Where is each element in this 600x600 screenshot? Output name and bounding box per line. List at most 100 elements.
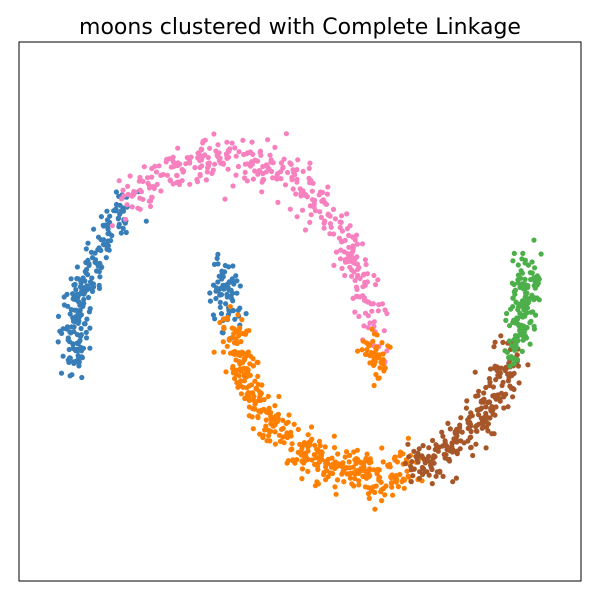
data-point (364, 451, 370, 457)
data-point (397, 471, 403, 478)
data-point (252, 378, 258, 384)
data-point (459, 429, 465, 435)
data-point (440, 433, 446, 439)
data-point (297, 441, 303, 447)
data-point (390, 492, 396, 498)
data-point (354, 261, 360, 267)
data-point (336, 235, 342, 241)
data-point (228, 293, 234, 299)
data-point (233, 172, 239, 178)
data-point (508, 354, 514, 360)
data-point (232, 145, 238, 151)
data-point (82, 321, 88, 327)
data-point (299, 466, 305, 472)
data-point (332, 216, 338, 222)
data-point (278, 426, 285, 432)
data-point (250, 356, 256, 362)
data-point (87, 325, 93, 331)
data-point (223, 369, 229, 375)
data-point (251, 393, 257, 399)
data-point (312, 442, 318, 448)
data-point (479, 405, 485, 411)
data-point (371, 272, 377, 279)
data-point (223, 301, 229, 307)
data-point (501, 394, 507, 400)
data-point (153, 169, 160, 175)
data-point (376, 355, 382, 361)
data-point (316, 459, 322, 465)
data-point (83, 335, 90, 341)
data-point (238, 368, 244, 374)
data-point (520, 286, 527, 292)
data-point (400, 451, 406, 457)
data-point (434, 469, 440, 475)
data-point (368, 301, 374, 307)
data-point (358, 468, 364, 474)
data-point (59, 330, 65, 336)
data-point (275, 199, 281, 205)
data-point (535, 276, 542, 282)
data-point (104, 246, 110, 252)
data-point (352, 277, 358, 284)
data-point (506, 338, 512, 344)
data-point (250, 363, 256, 369)
data-point (307, 219, 313, 225)
data-point (227, 304, 233, 310)
data-point (511, 250, 517, 256)
data-point (445, 456, 451, 463)
data-point (356, 478, 362, 484)
data-point (61, 294, 67, 300)
data-point (422, 460, 428, 466)
data-point (241, 175, 248, 181)
data-point (207, 298, 213, 304)
data-point (528, 276, 534, 283)
chart-title: moons clustered with Complete Linkage (79, 15, 521, 40)
data-point (495, 392, 501, 398)
data-point (250, 176, 256, 182)
data-point (249, 139, 255, 145)
data-point (299, 476, 305, 482)
data-point (235, 307, 241, 313)
data-point (368, 459, 374, 465)
data-point (244, 385, 250, 391)
data-point (510, 258, 516, 264)
data-point (254, 359, 260, 365)
data-point (183, 161, 189, 167)
data-point (100, 241, 106, 247)
data-point (336, 461, 342, 467)
data-point (504, 349, 510, 355)
data-point (376, 302, 382, 308)
data-point (214, 255, 220, 261)
data-point (235, 163, 241, 170)
data-point (118, 196, 125, 202)
data-point (428, 462, 434, 468)
data-point (353, 232, 360, 238)
data-point (511, 281, 517, 288)
data-point (323, 460, 329, 466)
data-point (440, 473, 446, 479)
data-point (259, 189, 265, 195)
data-point (232, 316, 238, 322)
data-point (309, 188, 315, 194)
data-point (234, 278, 240, 284)
data-point (354, 273, 361, 280)
data-point (247, 149, 253, 156)
data-point (475, 412, 482, 418)
data-point (333, 491, 339, 497)
data-point (234, 290, 240, 296)
data-point (125, 183, 131, 189)
data-point (87, 345, 93, 351)
data-point (158, 172, 164, 178)
data-point (294, 457, 300, 463)
data-point (344, 226, 350, 232)
data-point (289, 446, 295, 452)
data-point (371, 382, 377, 389)
data-point (344, 211, 350, 217)
data-point (229, 325, 235, 331)
data-point (362, 310, 369, 316)
data-point (511, 360, 517, 366)
data-point (302, 227, 309, 233)
data-point (371, 467, 377, 473)
data-point (263, 417, 269, 423)
data-point (379, 360, 385, 366)
